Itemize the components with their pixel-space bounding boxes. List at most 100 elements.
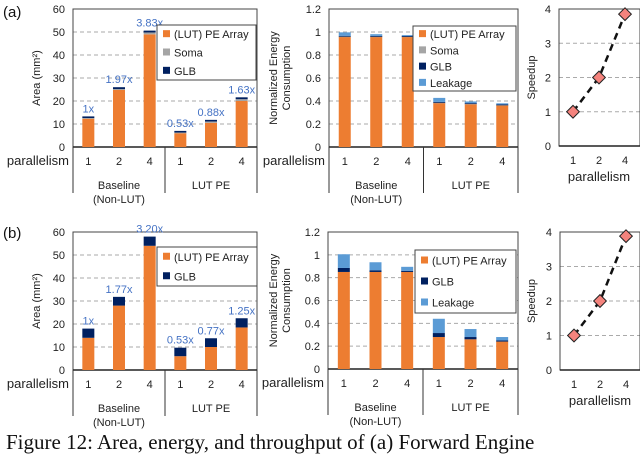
bar-segment-soma: [433, 102, 446, 104]
bar-data-label: 0.88x: [198, 107, 225, 119]
bar-segment-glb: [205, 119, 217, 122]
y-axis-title: Normalized Energy: [268, 31, 280, 125]
bar-segment-pe-array: [143, 245, 156, 370]
speedup-line: [572, 13, 627, 113]
x-tick-label: 4: [239, 379, 245, 391]
legend-box: [414, 249, 517, 314]
x-tick-label: 4: [239, 156, 245, 168]
bar-segment-glb: [205, 338, 217, 347]
legend-label: GLB: [430, 62, 452, 74]
legend-box: [156, 246, 258, 287]
bar-data-label: 1x: [83, 103, 95, 115]
legend-label: (LUT) PE Array: [174, 29, 249, 41]
bar-segment-glb: [174, 347, 187, 357]
bar-segment-pe-array: [82, 337, 95, 370]
x-tick-label: 2: [596, 155, 602, 167]
group-label: Baseline: [98, 403, 140, 415]
bar-segment-soma: [338, 36, 351, 38]
bar-segment-glb: [464, 103, 477, 104]
bar-segment-pe-array: [370, 36, 383, 147]
bar-segment-pe-array: [496, 105, 509, 147]
x-tick-label: 1: [571, 379, 577, 391]
bar-segment-leakage: [433, 97, 446, 102]
x-tick-label: 4: [147, 156, 153, 168]
bar-segment-soma: [113, 89, 125, 90]
bar-segment-glb: [496, 340, 509, 342]
x-axis-title: parallelism: [263, 153, 325, 168]
bar-segment-glb: [143, 236, 156, 246]
y-tick-label: 0.4: [305, 318, 320, 330]
legend-swatch-pe-array: [163, 30, 170, 38]
x-axis-title: parallelism: [262, 375, 324, 390]
speedup-marker: [592, 293, 608, 309]
legend-label: (LUT) PE Array: [174, 252, 249, 264]
bar-segment-pe-array: [464, 339, 477, 369]
bar-segment-glb: [143, 30, 156, 33]
y-tick-label: 4: [546, 227, 552, 239]
x-tick-label: 4: [405, 156, 411, 168]
y-tick-label: 30: [53, 73, 65, 85]
bar-segment-pe-array: [82, 118, 95, 147]
bar-segment-soma: [174, 132, 187, 134]
x-tick-label: 4: [147, 379, 153, 391]
x-tick-label: 1: [342, 156, 348, 168]
y-tick-label: 2: [545, 73, 551, 85]
legend-label: GLB: [432, 277, 454, 289]
y-tick-label: 1.2: [306, 4, 321, 16]
x-tick-label: 2: [468, 156, 474, 168]
legend-box: [412, 25, 517, 92]
bar-segment-glb: [401, 270, 414, 272]
bar-segment-soma: [370, 36, 383, 38]
bar-segment-leakage: [401, 266, 414, 271]
legend-swatch-pe-array: [419, 30, 426, 38]
bar-segment-leakage: [496, 337, 509, 341]
bar-segment-glb: [432, 333, 445, 338]
x-tick-label: 2: [597, 379, 603, 391]
bar-segment-leakage: [337, 254, 350, 268]
y-tick-label: 60: [53, 227, 65, 239]
x-tick-label: 4: [623, 379, 629, 391]
y-tick-label: 3: [546, 262, 552, 274]
y-tick-label: 1.2: [305, 227, 320, 239]
group-label: LUT PE: [192, 403, 230, 415]
bar-segment-leakage: [338, 32, 351, 36]
y-tick-label: 50: [53, 27, 65, 39]
bar-segment-glb: [82, 116, 95, 119]
bar-data-label: 1.63x: [228, 84, 255, 96]
legend-swatch-soma: [419, 46, 426, 54]
speedup-marker: [591, 70, 607, 85]
bar-segment-pe-array: [338, 36, 351, 147]
bar-segment-pe-array: [205, 347, 217, 370]
x-tick-label: 2: [208, 156, 214, 168]
x-tick-label: 4: [404, 378, 410, 390]
legend-label: Soma: [174, 48, 204, 60]
y-tick-label: 0: [314, 364, 320, 376]
bar-data-label: 3.20x: [136, 224, 163, 236]
bar-segment-soma: [82, 118, 95, 119]
bar-segment-pe-array: [369, 271, 382, 369]
bar-segment-soma: [205, 121, 217, 123]
legend-swatch-soma: [163, 48, 170, 56]
bar-segment-glb: [338, 35, 351, 37]
legend-swatch-pe-array: [163, 252, 170, 260]
legend-swatch-glb: [163, 272, 170, 280]
group-label: (Non-LUT): [93, 194, 145, 206]
bar-data-label: 1.77x: [106, 284, 133, 296]
legend-label: (LUT) PE Array: [430, 29, 505, 41]
bar-segment-leakage: [432, 318, 445, 334]
y-tick-label: 1: [314, 250, 320, 262]
y-tick-label: 0: [59, 365, 65, 377]
legend-box: [156, 24, 257, 81]
bar-segment-leakage: [370, 34, 383, 36]
x-tick-label: 2: [373, 156, 379, 168]
bar-segment-glb: [113, 87, 125, 90]
bar-segment-pe-array: [433, 102, 446, 147]
y-tick-label: 0.6: [305, 296, 320, 308]
bar-segment-glb: [401, 36, 414, 37]
y-axis-title: Normalized Energy: [268, 253, 280, 347]
bar-data-label: 1x: [83, 316, 95, 328]
legend-label: GLB: [174, 271, 196, 283]
y-tick-label: 2: [546, 296, 552, 308]
bar-segment-pe-array: [337, 271, 350, 369]
